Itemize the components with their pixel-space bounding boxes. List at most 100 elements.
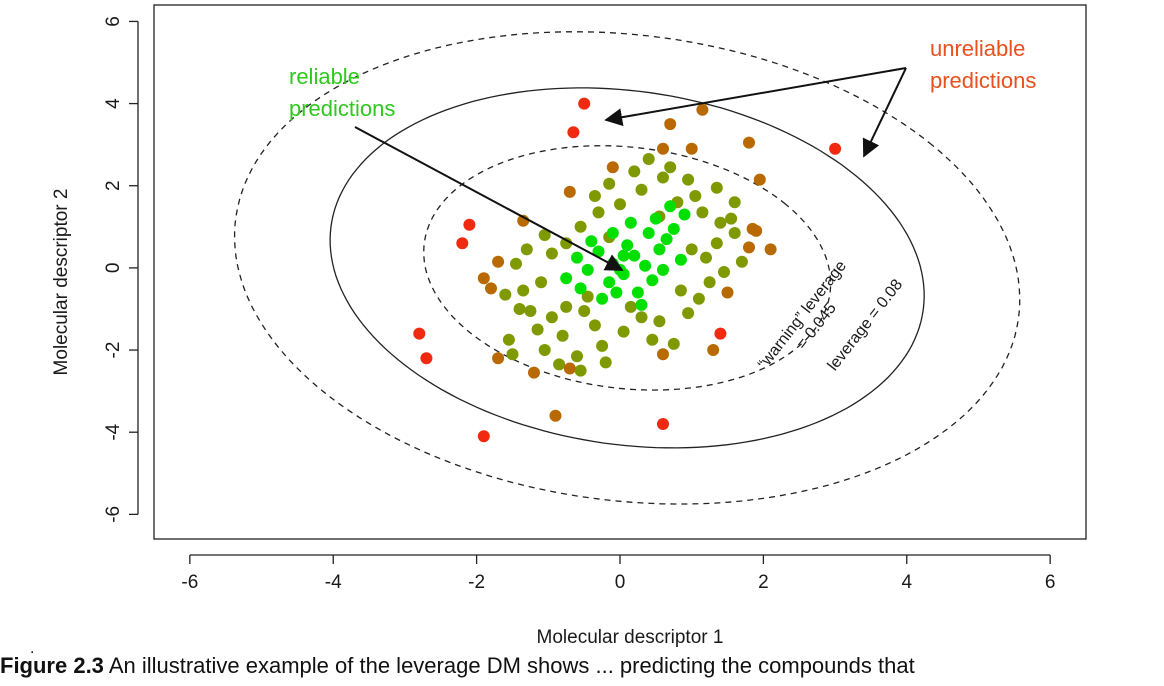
reliable-point [596,292,609,305]
caption-text: An illustrative example of the leverage … [103,653,915,678]
x-axis: -6 -4 -2 0 2 4 6 [181,554,1055,593]
x-tick-label: -2 [468,572,485,593]
moderate-point [588,319,601,332]
warning-leverage-contour [329,87,925,449]
x-tick-label: 4 [901,572,912,593]
moderate-point [599,356,612,369]
boundary-point [492,255,505,268]
unreliable-point [657,418,669,430]
moderate-point [689,190,702,202]
figure-caption: Figure 2.3 An illustrative example of th… [0,653,1164,686]
moderate-point [685,243,698,256]
boundary-point [528,366,540,379]
moderate-point [664,161,677,174]
moderate-point [603,177,616,190]
y-tick-label: -4 [103,423,124,440]
unreliable-arrow-left [604,67,907,127]
moderate-point [574,220,587,233]
y-tick-label: 4 [103,98,124,109]
moderate-point [614,198,626,211]
boundary-point [485,282,497,295]
reliable-point [635,298,648,311]
unreliable-point [477,430,490,443]
boundary-point [657,142,669,155]
caption-dot: . [30,640,35,657]
reliable-point [639,259,652,272]
moderate-point [682,307,695,320]
reliable-point [585,235,598,248]
unreliable-point [463,218,476,231]
reliable-point [581,263,594,276]
reliable-point [667,222,680,235]
reliable-point [646,274,659,287]
moderate-point [578,305,591,317]
svg-text:reliable: reliable [289,64,360,89]
moderate-point [588,190,601,202]
moderate-point [531,323,544,336]
inner-dashed-contour [423,145,832,391]
moderate-point [692,292,705,305]
x-tick-label: 2 [758,572,769,593]
boundary-point [477,272,490,285]
svg-text:predictions: predictions [289,96,395,121]
boundary-point [743,241,755,254]
y-tick-label: -2 [103,342,124,359]
moderate-point [553,358,566,371]
boundary-point [563,185,576,198]
reliable-point [653,243,666,256]
y-tick-label: -6 [103,506,124,523]
moderate-point [718,266,730,278]
boundary-point [721,286,734,299]
moderate-point [538,344,551,356]
moderate-point [728,196,741,209]
reliable-point [571,251,583,264]
boundary-point [563,362,576,375]
moderate-point [674,284,687,297]
moderate-point [682,173,695,186]
moderate-point [657,171,669,184]
reliable-point [592,245,605,258]
reliable-point [603,276,616,289]
y-tick-label: 6 [103,16,124,27]
boundary-point [707,344,720,356]
reliable-point [674,253,687,266]
moderate-point [538,229,551,241]
reliable-point [628,249,641,262]
moderate-point [628,165,641,178]
boundary-point [657,348,669,361]
leverage-contours [233,31,1021,505]
moderate-point [728,227,741,239]
moderate-point [556,329,569,342]
reliable-point [631,286,644,299]
boundary-point [606,161,619,174]
moderate-point [642,153,655,165]
unreliable-point [413,327,426,340]
x-tick-label: -4 [325,572,342,593]
moderate-point [560,300,573,313]
moderate-point [635,311,648,324]
boundary-point [492,352,505,365]
reliable-point [649,212,662,225]
reliable-point [574,282,587,295]
svg-text:unreliable: unreliable [930,36,1025,61]
boundary-point [743,136,755,149]
svg-text:leverage = 0.08: leverage = 0.08 [825,276,907,374]
moderate-point [667,337,680,350]
moderate-point [506,348,519,361]
moderate-point [696,206,709,219]
unreliable-point [714,327,727,340]
reliable-point [606,227,619,239]
moderate-point [571,350,583,363]
moderate-point [653,315,666,328]
moderate-point [635,183,648,196]
y-axis: -6 -4 -2 0 2 4 6 [103,16,139,523]
boundary-point [696,103,709,116]
boundary-point [664,118,677,131]
boundary-point [549,409,562,422]
boundary-point [764,243,777,256]
reliable-point [621,239,634,252]
moderate-point [535,276,548,289]
moderate-point [560,237,573,250]
moderate-point [499,288,512,301]
